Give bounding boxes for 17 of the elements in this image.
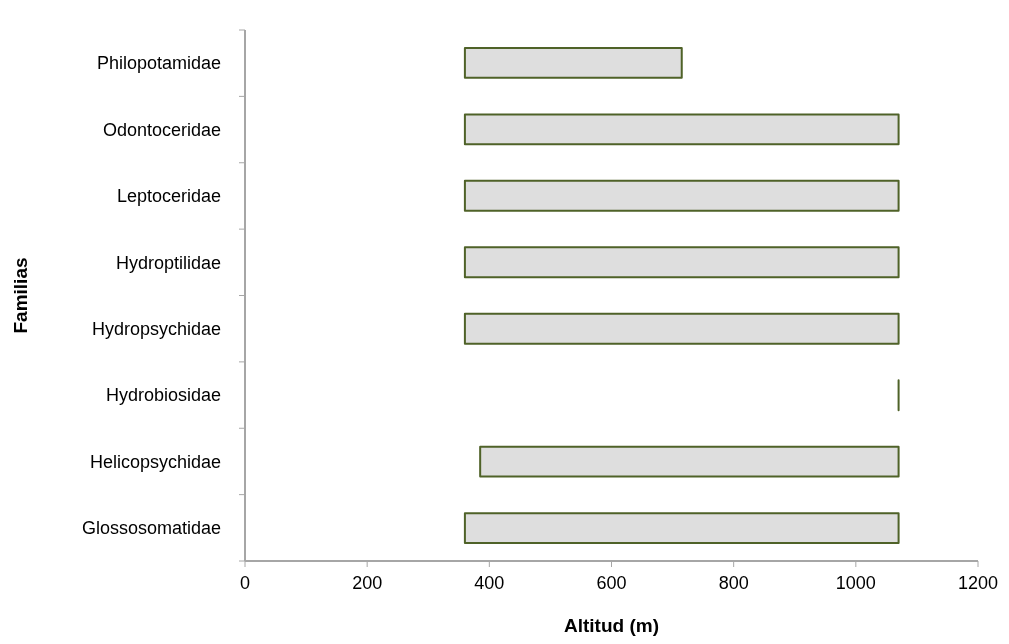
y-tick-label: Odontoceridae xyxy=(102,119,221,140)
x-tick-label: 400 xyxy=(474,573,505,593)
y-tick-label: Philopotamidae xyxy=(96,53,221,74)
x-tick-label: 600 xyxy=(596,573,627,593)
x-tick-label: 0 xyxy=(239,573,251,593)
x-tick-label: 1200 xyxy=(957,573,999,593)
y-tick-label: Hydrobiosidae xyxy=(105,385,221,406)
x-tick-label: 1000 xyxy=(835,573,876,593)
y-tick-label: Leptoceridae xyxy=(116,186,221,207)
y-axis-title: Familias xyxy=(10,257,31,334)
y-tick-label: Hydropsychidae xyxy=(91,319,221,340)
y-tick-label: Helicopsychidae xyxy=(89,451,221,472)
y-tick-label: Hydroptilidae xyxy=(115,252,221,273)
y-tick-label: Glossosomatidae xyxy=(81,518,221,539)
x-axis-title: Altitud (m) xyxy=(564,615,659,636)
x-tick-label: 200 xyxy=(352,573,383,593)
x-tick-label: 800 xyxy=(718,573,749,593)
